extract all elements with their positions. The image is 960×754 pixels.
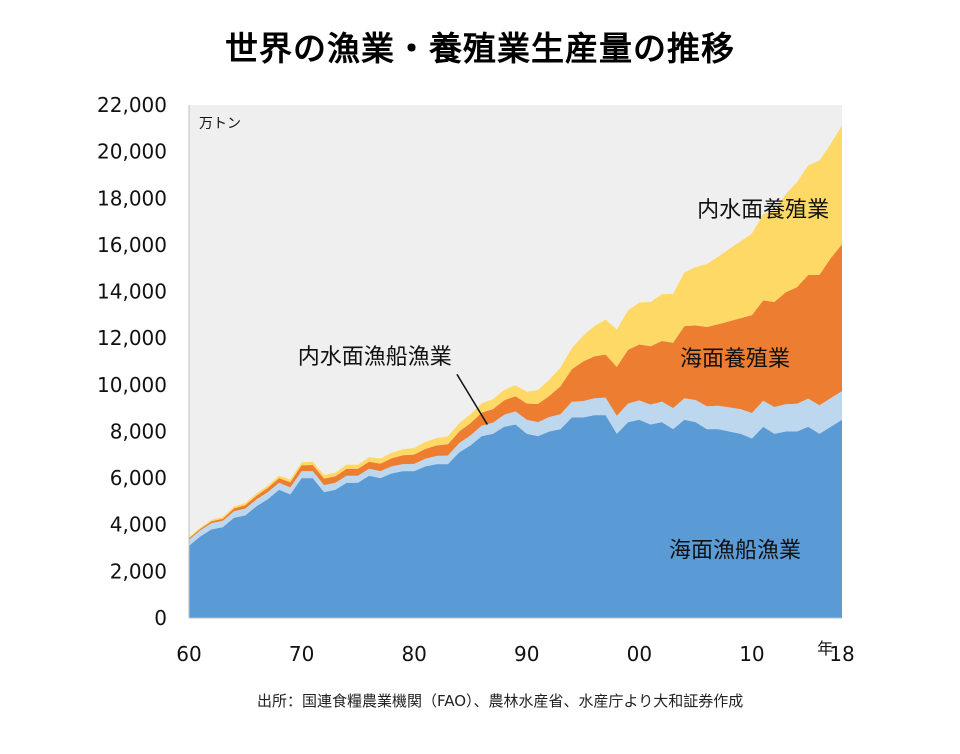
x-tick-label: 90 [514,642,539,666]
annotation-label: 海面漁船漁業 [669,538,801,563]
area-series-1 [189,415,842,618]
y-tick-label: 10,000 [97,373,167,397]
y-tick-label: 12,000 [97,326,167,350]
y-tick-label: 8,000 [110,419,167,443]
area-series-2 [189,391,842,546]
y-tick-label: 14,000 [97,280,167,304]
area-series-4 [189,125,842,539]
y-tick-label: 0 [154,606,167,630]
x-tick-label: 70 [289,642,314,666]
y-tick-label: 6,000 [110,466,167,490]
x-tick-label: 10 [739,642,764,666]
annotation-label: 海面養殖業 [680,347,790,372]
y-tick-label: 4,000 [110,513,167,537]
annotation-label: 内水面養殖業 [697,198,829,223]
y-tick-label: 2,000 [110,559,167,583]
y-unit-label: 万トン [199,116,241,132]
y-tick-label: 20,000 [97,140,167,164]
x-tick-label: 60 [176,642,201,666]
x-tick-label: 18 [829,642,854,666]
x-axis-year-suffix: 年 [817,639,833,658]
y-tick-label: 16,000 [97,233,167,257]
chart-title: 世界の漁業・養殖業生産量の推移 [225,29,735,68]
y-tick-label: 22,000 [97,93,167,117]
y-tick-label: 18,000 [97,186,167,210]
annotation-leader-line [456,373,488,425]
x-tick-label: 00 [627,642,652,666]
area-series-3 [189,244,842,540]
annotation-label: 内水面漁船漁業 [298,345,452,370]
source-note: 出所：国連食糧農業機関（FAO）、農林水産省、水産庁より大和証券作成 [257,692,744,710]
x-tick-label: 80 [401,642,426,666]
